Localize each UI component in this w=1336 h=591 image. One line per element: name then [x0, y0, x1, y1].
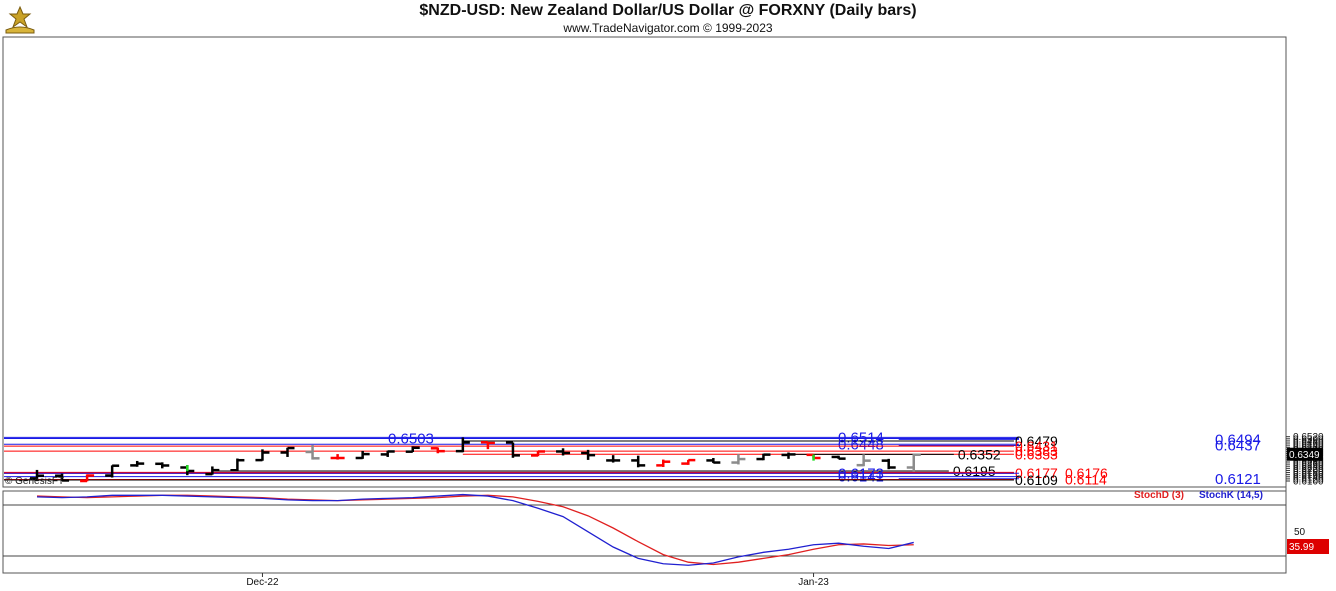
level-label-0.6195: 0.6195: [953, 463, 996, 479]
level-label-0.6431: 0.6431: [1015, 438, 1058, 454]
level-label-0.6514: 0.6514: [838, 429, 884, 446]
price-tick-label: 0.6100: [1293, 477, 1324, 488]
price-tick-label: 0.6280: [1293, 458, 1324, 469]
level-label-0.6176: 0.6176: [1065, 465, 1108, 481]
ohlc-bar: [30, 469, 44, 480]
price-tick-label: 0.6200: [1293, 466, 1324, 477]
ohlc-bar: [55, 473, 70, 482]
level-label-0.6383: 0.6383: [1015, 443, 1058, 459]
ohlc-bar: [480, 441, 495, 450]
ohlc-bar: [455, 437, 470, 453]
ohlc-bar: [405, 446, 420, 453]
ohlc-bar: [330, 454, 345, 460]
price-tick-label: 0.6180: [1293, 468, 1324, 479]
price-tick-label: 0.6260: [1293, 460, 1324, 471]
price-axis: 0.65200.65000.64800.64600.64400.64200.64…: [1286, 432, 1324, 488]
level-label-0.6353: 0.6353: [1015, 446, 1058, 462]
last-price-box: [1287, 447, 1323, 461]
last-price-label: 0.6349: [1289, 450, 1320, 461]
stoch-tick-label: 50: [1294, 527, 1306, 538]
stoch-k-legend: StochK (14,5): [1199, 490, 1263, 501]
axis-background: [1286, 37, 1336, 573]
ohlc-bar: [881, 458, 896, 470]
ohlc-bar: [781, 452, 796, 459]
ohlc-bar: [556, 448, 571, 456]
ohlc-bar: [581, 449, 596, 460]
level-lines: 0.6514 0.6503 0.6494 0.6479 0.6448 0.6437 0.64…: [4, 429, 1261, 488]
time-tick-label: Jan-23: [798, 577, 829, 588]
ohlc-bar: [230, 458, 245, 472]
stoch-line-StochK (14,5): [36, 493, 914, 566]
ohlc-bar: [906, 453, 921, 472]
price-tick-label: 0.6300: [1293, 455, 1324, 466]
chart-subtitle: www.TradeNavigator.com © 1999-2023: [563, 21, 773, 35]
ohlc-bar: [80, 474, 95, 483]
price-tick-label: 0.6440: [1293, 441, 1324, 452]
level-label-0.6109: 0.6109: [1015, 472, 1058, 488]
ohlc-bar: [180, 465, 195, 476]
stoch-last-box: [1287, 539, 1329, 554]
ohlc-bar: [505, 441, 520, 458]
chart-title: $NZD-USD: New Zealand Dollar/US Dollar @…: [419, 2, 917, 19]
price-tick-label: 0.6160: [1293, 470, 1324, 481]
chart-header: $NZD-USD: New Zealand Dollar/US Dollar @…: [0, 0, 1336, 36]
ohlc-bar: [731, 454, 746, 465]
ohlc-bar: [806, 453, 821, 461]
price-tick-label: 0.6460: [1293, 439, 1324, 450]
ohlc-bar: [155, 462, 170, 469]
ohlc-bar: [280, 446, 295, 457]
level-label-0.6437: 0.6437: [1215, 437, 1261, 454]
level-label-0.6352: 0.6352: [958, 446, 1001, 462]
ohlc-bar: [205, 466, 220, 476]
ohlc-bar: [305, 444, 320, 460]
level-label-0.6479: 0.6479: [1015, 433, 1058, 449]
ohlc-bar: [380, 450, 395, 457]
ohlc-bar: [631, 455, 646, 468]
price-tick-label: 0.6480: [1293, 436, 1324, 447]
stoch-d-legend: StochD (3): [1134, 490, 1184, 501]
ohlc-bar: [255, 449, 270, 462]
price-tick-label: 0.6520: [1293, 432, 1324, 443]
ohlc-bar: [531, 450, 545, 457]
stoch-last-label: 35.99: [1289, 542, 1314, 553]
ohlc-bar: [606, 455, 621, 463]
tradenavigator-logo-icon: [3, 4, 37, 36]
price-tick-label: 0.6500: [1293, 434, 1324, 445]
price-tick-label: 0.6240: [1293, 462, 1324, 473]
ohlc-bar: [430, 447, 445, 454]
ohlc-bar: [856, 454, 871, 467]
price-tick-label: 0.6140: [1293, 472, 1324, 483]
level-label-0.6448: 0.6448: [838, 436, 884, 453]
level-label-0.6114: 0.6114: [1065, 472, 1107, 488]
ohlc-bar: [656, 459, 671, 467]
price-tick-label: 0.6220: [1293, 464, 1324, 475]
time-tick-label: Dec-22: [246, 577, 279, 588]
ohlc-bar: [105, 464, 120, 478]
price-tick-label: 0.6120: [1293, 474, 1324, 485]
level-label-0.6173: 0.6173: [838, 465, 884, 482]
ohlc-bar: [130, 460, 145, 467]
level-label-0.6141: 0.6141: [838, 469, 884, 486]
ohlc-bar: [831, 455, 846, 460]
level-label-0.6494: 0.6494: [1215, 431, 1261, 448]
level-label-0.6503: 0.6503: [388, 430, 434, 447]
level-label-0.6177: 0.6177: [1015, 465, 1058, 481]
ohlc-bar: [756, 453, 771, 461]
stochastic-panel: StochD (3) StochK (14,5) 50 35.99: [3, 490, 1329, 566]
ohlc-bar: [355, 450, 370, 460]
ohlc-bar: [681, 458, 696, 465]
time-axis: Dec-22 Jan-23: [246, 573, 829, 588]
stoch-panel-frame: [2, 490, 1287, 574]
level-label-0.6121: 0.6121: [1215, 471, 1261, 488]
watermark-text: © GenesisFT: [5, 476, 64, 487]
price-bars: [30, 437, 921, 483]
ohlc-bar: [706, 458, 721, 464]
price-panel-frame: [2, 36, 1287, 488]
